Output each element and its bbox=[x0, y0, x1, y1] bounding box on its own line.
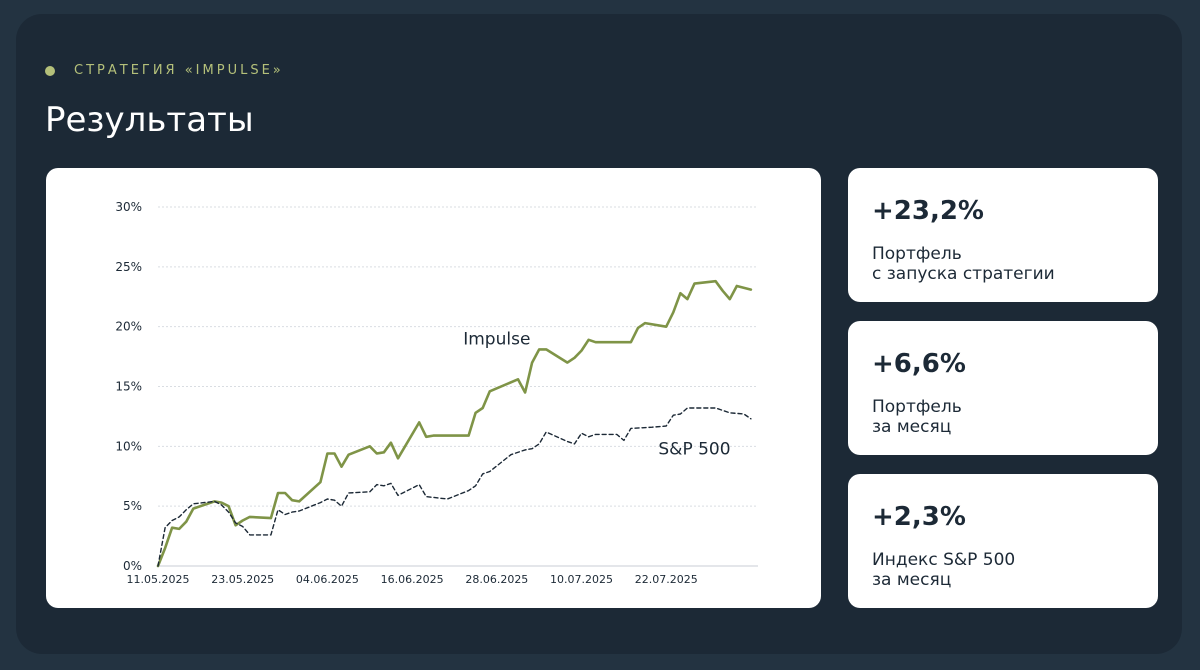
x-tick-label: 16.06.2025 bbox=[381, 573, 444, 586]
y-tick-label: 25% bbox=[115, 260, 142, 274]
x-tick-label: 10.07.2025 bbox=[550, 573, 613, 586]
page-title: Результаты bbox=[45, 100, 254, 140]
stat-label-line: Индекс S&P 500 bbox=[872, 550, 1016, 570]
stat-label-line: Портфель bbox=[872, 397, 962, 417]
stat-label: Портфель за месяц bbox=[872, 397, 962, 437]
y-tick-label: 30% bbox=[115, 200, 142, 214]
y-tick-label: 0% bbox=[123, 559, 142, 573]
x-tick-label: 11.05.2025 bbox=[127, 573, 190, 586]
stat-label: Индекс S&P 500 за месяц bbox=[872, 550, 1015, 590]
stat-value: +2,3% bbox=[872, 502, 966, 532]
series-annotation: S&P 500 bbox=[658, 440, 730, 460]
stat-label-line: Портфель bbox=[872, 244, 962, 264]
y-tick-label: 5% bbox=[123, 499, 142, 513]
x-tick-label: 28.06.2025 bbox=[465, 573, 528, 586]
stat-value: +23,2% bbox=[872, 196, 984, 226]
x-tick-label: 04.06.2025 bbox=[296, 573, 359, 586]
series-line-impulse bbox=[156, 279, 753, 568]
stat-card-portfolio-month: +6,6% Портфель за месяц bbox=[848, 321, 1158, 455]
x-tick-label: 22.07.2025 bbox=[635, 573, 698, 586]
y-tick-label: 20% bbox=[115, 320, 142, 334]
series-line-sp500 bbox=[157, 407, 752, 567]
strategy-label: СТРАТЕГИЯ «IMPULSE» bbox=[74, 63, 284, 78]
y-tick-label: 10% bbox=[115, 439, 142, 453]
stat-card-index-month: +2,3% Индекс S&P 500 за месяц bbox=[848, 474, 1158, 608]
stat-label-line: за месяц bbox=[872, 570, 952, 590]
performance-chart: 0% 5% 10% 15% 20% 25% 30% 11.05.2025 23.05.2025 0… bbox=[115, 200, 758, 586]
bullet-dot-icon bbox=[45, 65, 55, 76]
series-annotation: Impulse bbox=[463, 330, 530, 350]
x-tick-label: 23.05.2025 bbox=[211, 573, 274, 586]
stat-label: Портфель с запуска стратегии bbox=[872, 244, 1055, 284]
chart-panel: 0% 5% 10% 15% 20% 25% 30% 11.05.2025 23.05.2025 0… bbox=[46, 168, 821, 608]
stat-value: +6,6% bbox=[872, 349, 966, 379]
stat-label-line: с запуска стратегии bbox=[872, 264, 1055, 284]
y-tick-label: 15% bbox=[115, 380, 142, 394]
stat-label-line: за месяц bbox=[872, 417, 952, 437]
stat-card-portfolio-total: +23,2% Портфель с запуска стратегии bbox=[848, 168, 1158, 302]
strategy-eyebrow: СТРАТЕГИЯ «IMPULSE» bbox=[45, 63, 284, 78]
